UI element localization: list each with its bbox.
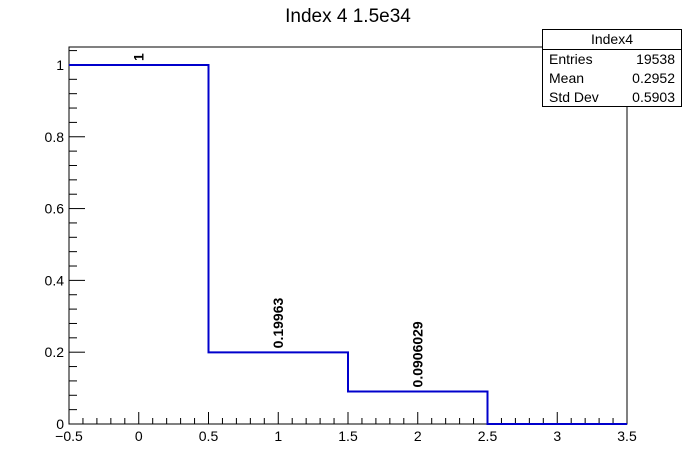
y-tick-label: 1 — [56, 57, 64, 73]
x-tick-label: 2.5 — [478, 428, 498, 444]
y-tick-label: 0.8 — [45, 129, 65, 145]
y-tick-label: 0 — [56, 416, 64, 432]
stats-row-mean: Mean 0.2952 — [543, 69, 681, 88]
bin-value-label: 0.0906029 — [410, 321, 426, 387]
x-tick-label: 0.5 — [199, 428, 219, 444]
stats-value: 0.2952 — [632, 70, 675, 86]
stats-row-stddev: Std Dev 0.5903 — [543, 88, 681, 107]
x-tick-label: 2 — [414, 428, 422, 444]
y-tick-label: 0.2 — [45, 344, 65, 360]
x-tick-label: −0.5 — [55, 428, 83, 444]
stats-row-entries: Entries 19538 — [543, 50, 681, 69]
x-tick-label: 3 — [553, 428, 561, 444]
chart-title: Index 4 1.5e34 — [285, 6, 411, 27]
stats-value: 0.5903 — [632, 89, 675, 105]
stats-value: 19538 — [636, 51, 675, 67]
stats-label: Entries — [549, 51, 593, 67]
stats-label: Std Dev — [549, 89, 599, 105]
y-tick-label: 0.6 — [45, 201, 65, 217]
histogram-outline — [69, 63, 627, 425]
bin-value-label: 0.19963 — [270, 298, 286, 349]
x-tick-label: 1 — [274, 428, 282, 444]
x-tick-label: 3.5 — [617, 428, 637, 444]
bin-value-label: 1 — [131, 53, 147, 61]
stats-box: Index4 Entries 19538 Mean 0.2952 Std Dev… — [542, 29, 682, 107]
stats-label: Mean — [549, 70, 585, 86]
x-tick-label: 0 — [135, 428, 143, 444]
y-tick-label: 0.4 — [45, 272, 65, 288]
x-tick-label: 1.5 — [338, 428, 358, 444]
stats-box-title: Index4 — [543, 30, 681, 50]
